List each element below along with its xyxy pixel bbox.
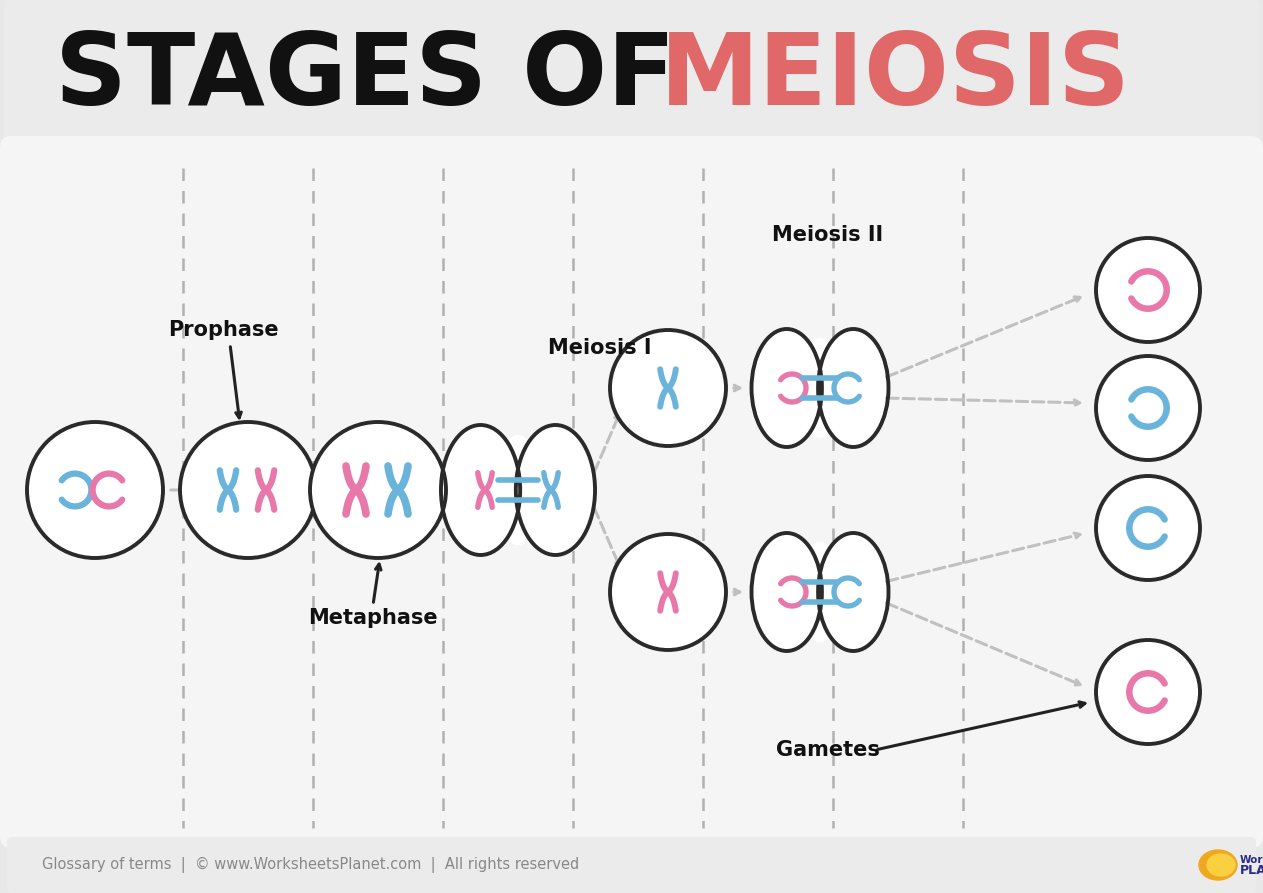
Circle shape — [1108, 652, 1188, 732]
Ellipse shape — [441, 425, 520, 555]
Text: Worksheets: Worksheets — [1240, 855, 1263, 865]
Ellipse shape — [801, 542, 839, 642]
Circle shape — [47, 442, 143, 538]
Circle shape — [1096, 238, 1200, 342]
Circle shape — [626, 347, 709, 429]
Text: Metaphase: Metaphase — [308, 608, 438, 628]
FancyBboxPatch shape — [4, 0, 1259, 144]
Circle shape — [1096, 476, 1200, 580]
Ellipse shape — [801, 338, 839, 438]
Ellipse shape — [818, 329, 888, 447]
Ellipse shape — [1199, 850, 1236, 880]
Ellipse shape — [496, 435, 539, 546]
Ellipse shape — [515, 425, 595, 555]
Circle shape — [1108, 368, 1188, 448]
Circle shape — [626, 551, 709, 633]
Circle shape — [181, 422, 316, 558]
Circle shape — [309, 422, 446, 558]
Circle shape — [1096, 640, 1200, 744]
Circle shape — [27, 422, 163, 558]
Ellipse shape — [751, 533, 822, 651]
FancyBboxPatch shape — [0, 136, 1263, 848]
Circle shape — [1096, 356, 1200, 460]
Text: Glossary of terms  |  © www.WorksheetsPlanet.com  |  All rights reserved: Glossary of terms | © www.WorksheetsPlan… — [42, 857, 580, 873]
Text: STAGES OF: STAGES OF — [56, 29, 710, 127]
Text: Meiosis II: Meiosis II — [773, 225, 884, 245]
Circle shape — [610, 534, 726, 650]
Circle shape — [1108, 250, 1188, 330]
Text: Prophase: Prophase — [168, 320, 278, 340]
Circle shape — [1108, 488, 1188, 568]
Text: Gametes: Gametes — [775, 740, 880, 760]
FancyBboxPatch shape — [8, 837, 1255, 893]
Text: MEIOSIS: MEIOSIS — [661, 29, 1130, 127]
Text: Meiosis I: Meiosis I — [548, 338, 652, 358]
Ellipse shape — [818, 533, 888, 651]
Text: PLANET: PLANET — [1240, 864, 1263, 878]
Ellipse shape — [751, 329, 822, 447]
Ellipse shape — [1207, 854, 1235, 876]
Circle shape — [200, 442, 296, 538]
Circle shape — [610, 330, 726, 446]
